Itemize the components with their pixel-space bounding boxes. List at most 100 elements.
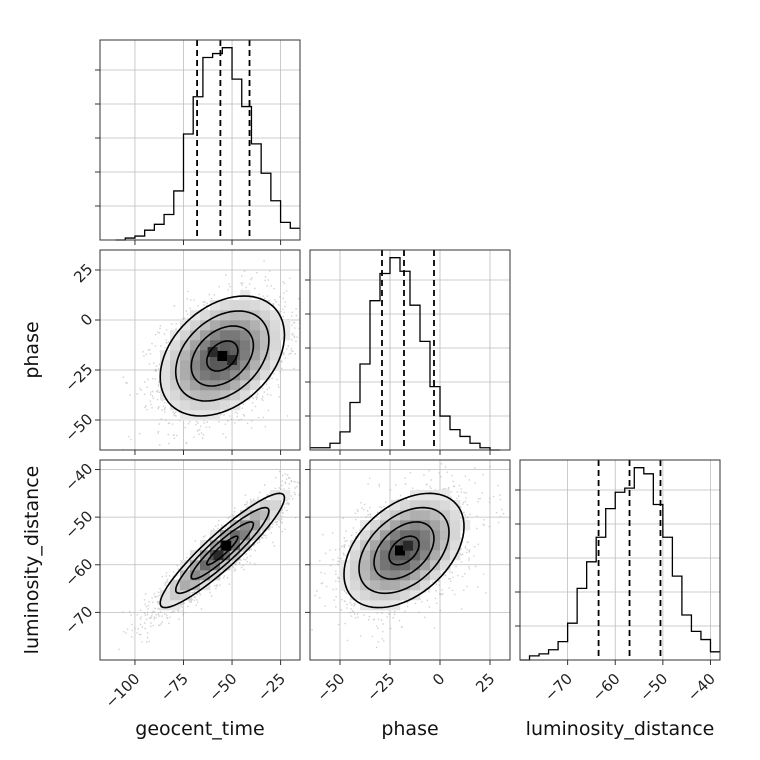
density-cell xyxy=(260,350,271,361)
density-cell xyxy=(350,590,361,601)
density-cell xyxy=(380,580,391,591)
contour-line xyxy=(343,492,465,609)
density-cell xyxy=(190,390,201,401)
density-cell xyxy=(240,370,251,381)
contour-line xyxy=(206,535,239,566)
panel-frame xyxy=(99,39,301,241)
panel-frame xyxy=(99,459,301,661)
density-cell xyxy=(250,320,261,331)
density-cell xyxy=(180,350,191,361)
density-cell xyxy=(230,520,241,531)
density-cell xyxy=(370,560,381,571)
density-cell xyxy=(420,560,431,571)
density-cell xyxy=(260,340,271,351)
density-cell xyxy=(240,330,251,341)
density-cell xyxy=(180,380,191,391)
density-cell xyxy=(230,400,241,411)
density-cell xyxy=(210,310,221,321)
y-tick-label: −40 xyxy=(61,460,96,495)
density-cell xyxy=(450,540,461,551)
density-cell xyxy=(400,520,411,531)
density-cell xyxy=(360,560,371,571)
density-cell xyxy=(250,340,261,351)
density-cell xyxy=(170,580,181,591)
density-cell xyxy=(220,320,231,331)
density-cell xyxy=(250,520,261,531)
density-cell xyxy=(220,400,231,411)
contour-line xyxy=(205,340,239,372)
density-cell xyxy=(400,500,411,511)
density-cell xyxy=(190,400,201,411)
density-cell xyxy=(380,600,391,611)
density-cell xyxy=(400,550,411,561)
density-cell xyxy=(230,300,241,311)
density-cell xyxy=(230,330,241,341)
x-tick-label: −50 xyxy=(313,670,348,705)
density-cell xyxy=(380,540,391,551)
density-cell xyxy=(240,390,251,401)
density-cell xyxy=(390,540,401,551)
density-cell xyxy=(220,360,231,371)
density-cell xyxy=(220,390,231,401)
density-cell xyxy=(180,360,191,371)
contour-line xyxy=(174,310,270,402)
density-cell xyxy=(360,570,371,581)
density-cell xyxy=(160,590,171,601)
density-cell xyxy=(210,330,221,341)
density-cell xyxy=(370,530,381,541)
density-cell xyxy=(180,400,191,411)
panel-frame xyxy=(519,459,721,661)
density-cell xyxy=(420,550,431,561)
density-cell xyxy=(360,530,371,541)
density-cell xyxy=(230,390,241,401)
density-cell xyxy=(400,510,411,521)
x-tick-label: −25 xyxy=(363,670,398,705)
y-tick-label: −50 xyxy=(61,507,96,542)
density-cell xyxy=(370,600,381,611)
density-cell xyxy=(350,560,361,571)
density-cell xyxy=(240,520,251,531)
density-cell xyxy=(420,530,431,541)
density-cell xyxy=(250,360,261,371)
density-peak-cell xyxy=(217,351,228,361)
density-cell xyxy=(370,580,381,591)
density-cell xyxy=(270,310,281,321)
density-cell xyxy=(180,580,191,591)
density-cell xyxy=(200,580,211,591)
density-cell xyxy=(450,520,461,531)
density-cell xyxy=(240,310,251,321)
contour-line xyxy=(190,325,255,387)
density-cell xyxy=(250,510,261,521)
contour-line xyxy=(159,295,286,417)
density-cell xyxy=(240,300,251,311)
density-cell xyxy=(370,590,381,601)
panel-frame xyxy=(99,249,301,451)
density-cell xyxy=(170,340,181,351)
density-cell xyxy=(420,570,431,581)
density-cell xyxy=(230,370,241,381)
density-cell xyxy=(230,540,241,551)
density-cell xyxy=(390,520,401,531)
density-cell xyxy=(460,520,471,531)
density-cell xyxy=(270,360,281,371)
density-cell xyxy=(170,350,181,361)
density-cell xyxy=(280,320,291,331)
density-cell xyxy=(340,570,351,581)
density-cell xyxy=(420,500,431,511)
density-cell xyxy=(250,500,261,511)
y-tick-label: −60 xyxy=(61,555,96,590)
density-cell xyxy=(190,380,201,391)
density-cell xyxy=(450,530,461,541)
density-cell xyxy=(200,560,211,571)
density-cell xyxy=(360,520,371,531)
density-cell xyxy=(430,500,441,511)
density-cell xyxy=(180,370,191,381)
contour-line xyxy=(358,506,450,595)
density-cell xyxy=(410,570,421,581)
contour-line xyxy=(190,521,255,580)
density-cell xyxy=(450,500,461,511)
contour-line xyxy=(373,521,435,580)
density-content xyxy=(118,470,300,651)
density-cell xyxy=(370,540,381,551)
density-cell xyxy=(200,370,211,381)
